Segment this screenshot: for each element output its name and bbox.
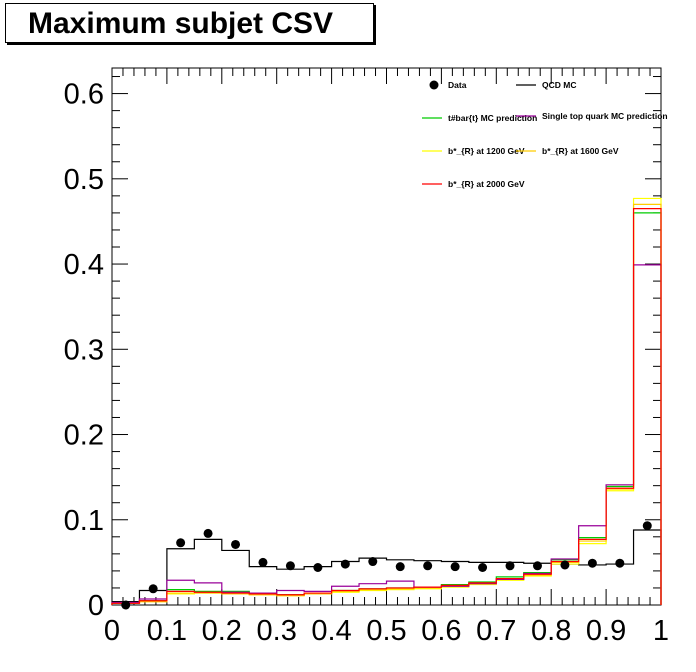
x-tick-label: 0.6	[421, 615, 461, 647]
data-point	[285, 561, 295, 571]
y-tick-label: 0.1	[64, 505, 104, 537]
legend-label: Data	[448, 80, 467, 90]
x-tick-label: 1	[653, 615, 669, 647]
legend-label: t#bar{t} MC prediction	[448, 113, 537, 123]
chart-title: Maximum subjet CSV	[5, 3, 374, 43]
data-point	[148, 584, 158, 594]
data-point	[121, 600, 131, 610]
x-tick-label: 0.9	[586, 615, 626, 647]
data-point	[505, 561, 515, 571]
data-point	[478, 562, 488, 572]
legend-label: QCD MC	[542, 80, 576, 90]
x-tick-label: 0.4	[311, 615, 351, 647]
data-point	[642, 521, 652, 531]
legend-marker-data	[429, 80, 439, 90]
x-tick-label: 0.1	[147, 615, 187, 647]
x-tick-label: 0	[104, 615, 120, 647]
y-tick-label: 0.2	[64, 420, 104, 452]
data-point	[203, 528, 213, 538]
x-tick-label: 0.3	[257, 615, 297, 647]
series-layer	[111, 197, 662, 610]
y-tick-label: 0.6	[64, 79, 104, 111]
legend-label: Single top quark MC prediction	[542, 111, 668, 121]
data-point	[313, 562, 323, 572]
data-point	[532, 561, 542, 571]
series-step-b-r-at-2000-gev	[111, 208, 662, 605]
x-tick-label: 0.5	[366, 615, 406, 647]
data-point	[450, 562, 460, 572]
data-point	[231, 539, 241, 549]
axes-layer: 0 0.1 0.2 0.3 0.4 0.5 0.6 0.7 0.8 0.9 1 0 0.1 0.2 0.3 0…	[64, 67, 669, 647]
y-tick-label: 0	[88, 590, 104, 622]
legend-label: b*_{R} at 1200 GeV	[448, 146, 525, 156]
x-tick-label: 0.2	[202, 615, 242, 647]
legend-label: b*_{R} at 2000 GeV	[448, 179, 525, 189]
y-tick-label: 0.3	[64, 334, 104, 366]
data-point	[258, 557, 268, 567]
legend-label: b*_{R} at 1600 GeV	[542, 146, 619, 156]
legend: Data QCD MC t#bar{t} MC prediction Single t…	[422, 80, 668, 189]
data-point	[368, 557, 378, 567]
y-tick-label: 0.5	[64, 164, 104, 196]
data-point	[395, 562, 405, 572]
x-tick-label: 0.8	[531, 615, 571, 647]
data-point	[615, 558, 625, 568]
data-point	[176, 538, 186, 548]
data-point	[423, 561, 433, 571]
y-tick-label: 0.4	[64, 249, 104, 281]
data-point	[560, 560, 570, 570]
data-point	[340, 559, 350, 569]
x-tick-label: 0.7	[476, 615, 516, 647]
data-point	[587, 558, 597, 568]
